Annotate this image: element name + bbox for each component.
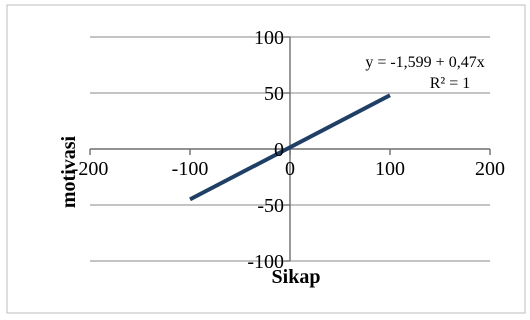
y-tick-label: 0 (274, 139, 284, 161)
y-tick-label: 100 (254, 27, 284, 49)
series-layer (189, 93, 391, 202)
x-tick-label: 200 (475, 158, 505, 180)
x-tick-label: 0 (285, 158, 295, 180)
x-tick-label: -200 (72, 158, 109, 180)
y-tick-label: 50 (264, 83, 284, 105)
y-axis-title: motivasi (58, 135, 80, 208)
trendline-r-squared: R² = 1 (430, 75, 471, 92)
x-tick-label: 100 (375, 158, 405, 180)
x-tick-label: -100 (172, 158, 209, 180)
trendline-equation: y = -1,599 + 0,47x (365, 54, 484, 71)
y-tick-label: -50 (257, 195, 284, 217)
y-tick-label: -100 (247, 251, 284, 273)
x-axis-title: Sikap (272, 266, 321, 288)
series-line (189, 93, 391, 202)
